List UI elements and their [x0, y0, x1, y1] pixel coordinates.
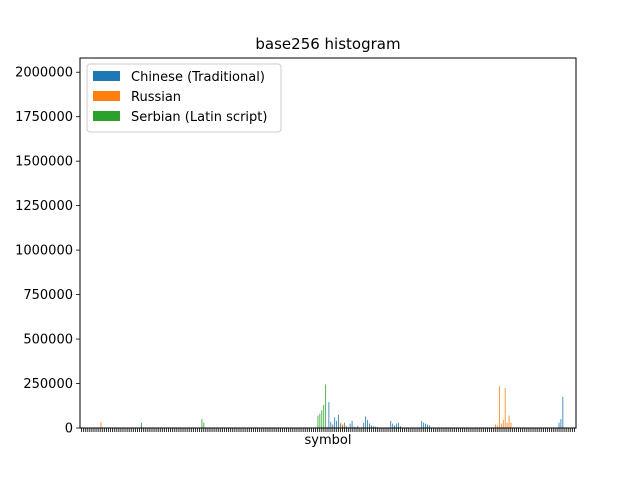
bar — [497, 425, 498, 428]
bar — [325, 384, 327, 428]
bar — [558, 422, 560, 428]
y-tick-label: 0 — [65, 422, 73, 437]
bar — [203, 422, 205, 428]
y-tick-label: 1500000 — [15, 155, 73, 170]
bar — [344, 425, 346, 428]
legend-swatch — [93, 91, 120, 101]
bar — [365, 416, 367, 428]
bar — [371, 425, 372, 428]
bar — [342, 424, 344, 428]
bar — [504, 387, 506, 428]
bar — [392, 423, 394, 428]
bar — [495, 424, 496, 428]
y-axis: 0 250000 500000 750000 1000000 1250000 1500000… — [15, 66, 80, 437]
bar — [562, 396, 564, 428]
bar — [502, 420, 504, 428]
y-tick-label: 250000 — [23, 377, 73, 392]
bar — [510, 422, 512, 428]
bar — [396, 423, 397, 428]
y-tick-label: 1000000 — [15, 244, 73, 259]
bar — [345, 426, 347, 428]
y-tick-label: 500000 — [23, 333, 73, 348]
x-axis-label: symbol — [305, 433, 352, 448]
bar — [319, 413, 321, 428]
bar — [394, 425, 396, 428]
chart-title: base256 histogram — [255, 35, 400, 53]
bar — [363, 422, 365, 428]
plot-frame — [79, 57, 577, 429]
bars-group — [100, 384, 564, 429]
bar — [351, 420, 353, 428]
bar — [560, 419, 562, 428]
bar — [500, 423, 502, 428]
legend: Chinese (Traditional) Russian Serbian (Lat… — [86, 63, 282, 133]
y-tick-label: 750000 — [23, 288, 73, 303]
bar — [429, 425, 430, 428]
bar — [140, 422, 142, 428]
bar — [338, 414, 339, 428]
bar — [357, 425, 359, 428]
x-ticks — [81, 428, 575, 432]
bar — [334, 417, 336, 428]
bar — [332, 424, 334, 428]
bar — [398, 422, 399, 428]
bar — [201, 419, 203, 428]
bar — [508, 415, 510, 428]
bar — [353, 426, 355, 428]
legend-label: Chinese (Traditional) — [131, 70, 265, 85]
bar — [506, 422, 508, 428]
bar — [317, 415, 319, 428]
bar — [321, 410, 323, 428]
bar — [367, 420, 368, 428]
bar — [423, 422, 425, 428]
bar — [336, 420, 338, 428]
bar — [427, 424, 428, 428]
legend-label: Serbian (Latin script) — [131, 110, 267, 125]
legend-label: Russian — [131, 90, 181, 105]
bar — [400, 426, 401, 428]
bar — [421, 420, 423, 428]
y-tick-label: 2000000 — [15, 66, 73, 81]
y-tick-label: 1750000 — [15, 110, 73, 125]
bar — [323, 404, 325, 429]
bar — [100, 421, 102, 428]
legend-swatch — [93, 111, 120, 121]
bar — [340, 422, 342, 428]
bar — [369, 423, 370, 428]
bar — [390, 420, 392, 428]
bar — [374, 426, 376, 428]
legend-swatch — [93, 71, 120, 81]
bar — [349, 423, 351, 428]
bar — [372, 426, 374, 428]
bar — [328, 402, 330, 428]
legend-box — [86, 63, 282, 133]
bar — [330, 421, 332, 428]
bar — [425, 423, 426, 428]
bar — [498, 386, 500, 428]
y-tick-label: 1250000 — [15, 199, 73, 214]
